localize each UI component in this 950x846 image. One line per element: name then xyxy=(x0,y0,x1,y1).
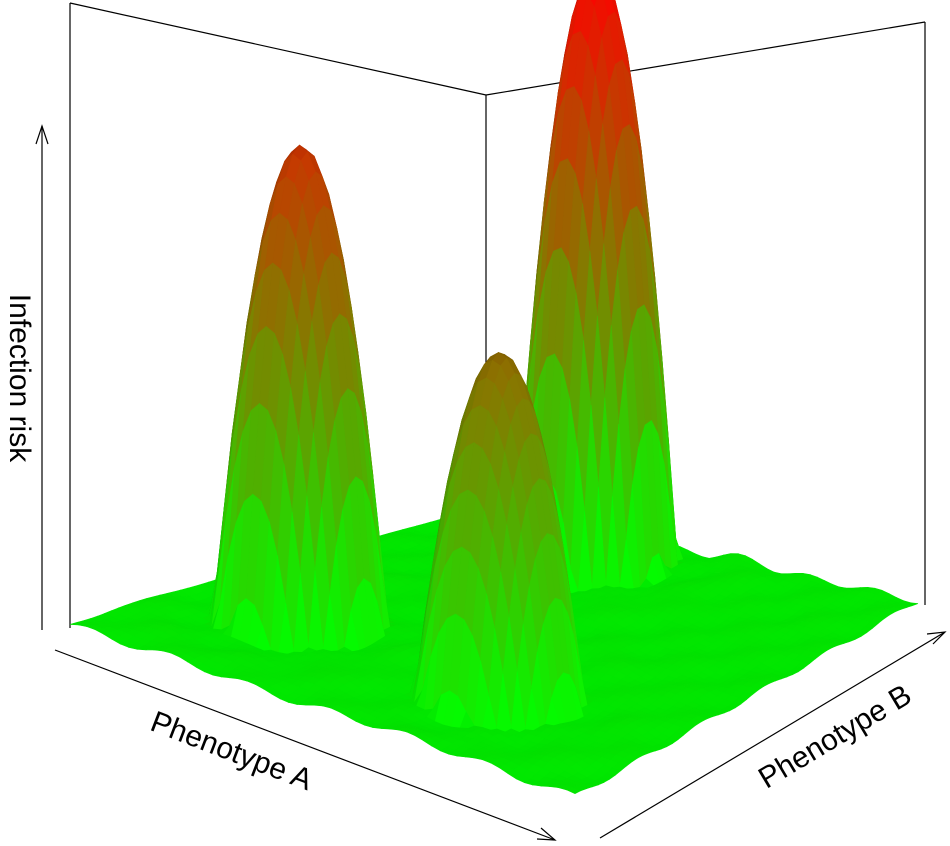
z-axis-arrow-head xyxy=(35,124,49,145)
back-wall-top-left-edge xyxy=(69,2,487,96)
x-axis-title: Phenotype A xyxy=(146,705,317,797)
y-axis-title: Phenotype B xyxy=(753,678,917,795)
back-wall-top-right-edge xyxy=(485,21,926,96)
z-axis-title: Infection risk xyxy=(3,294,36,463)
y-axis-arrow-head xyxy=(926,631,947,645)
x-axis-arrow-head xyxy=(536,827,557,841)
x-axis-arrow xyxy=(54,649,556,841)
surface-facet xyxy=(565,786,582,795)
y-axis-arrow xyxy=(599,631,946,839)
plot-box xyxy=(69,2,926,628)
surface-mesh xyxy=(69,0,919,795)
